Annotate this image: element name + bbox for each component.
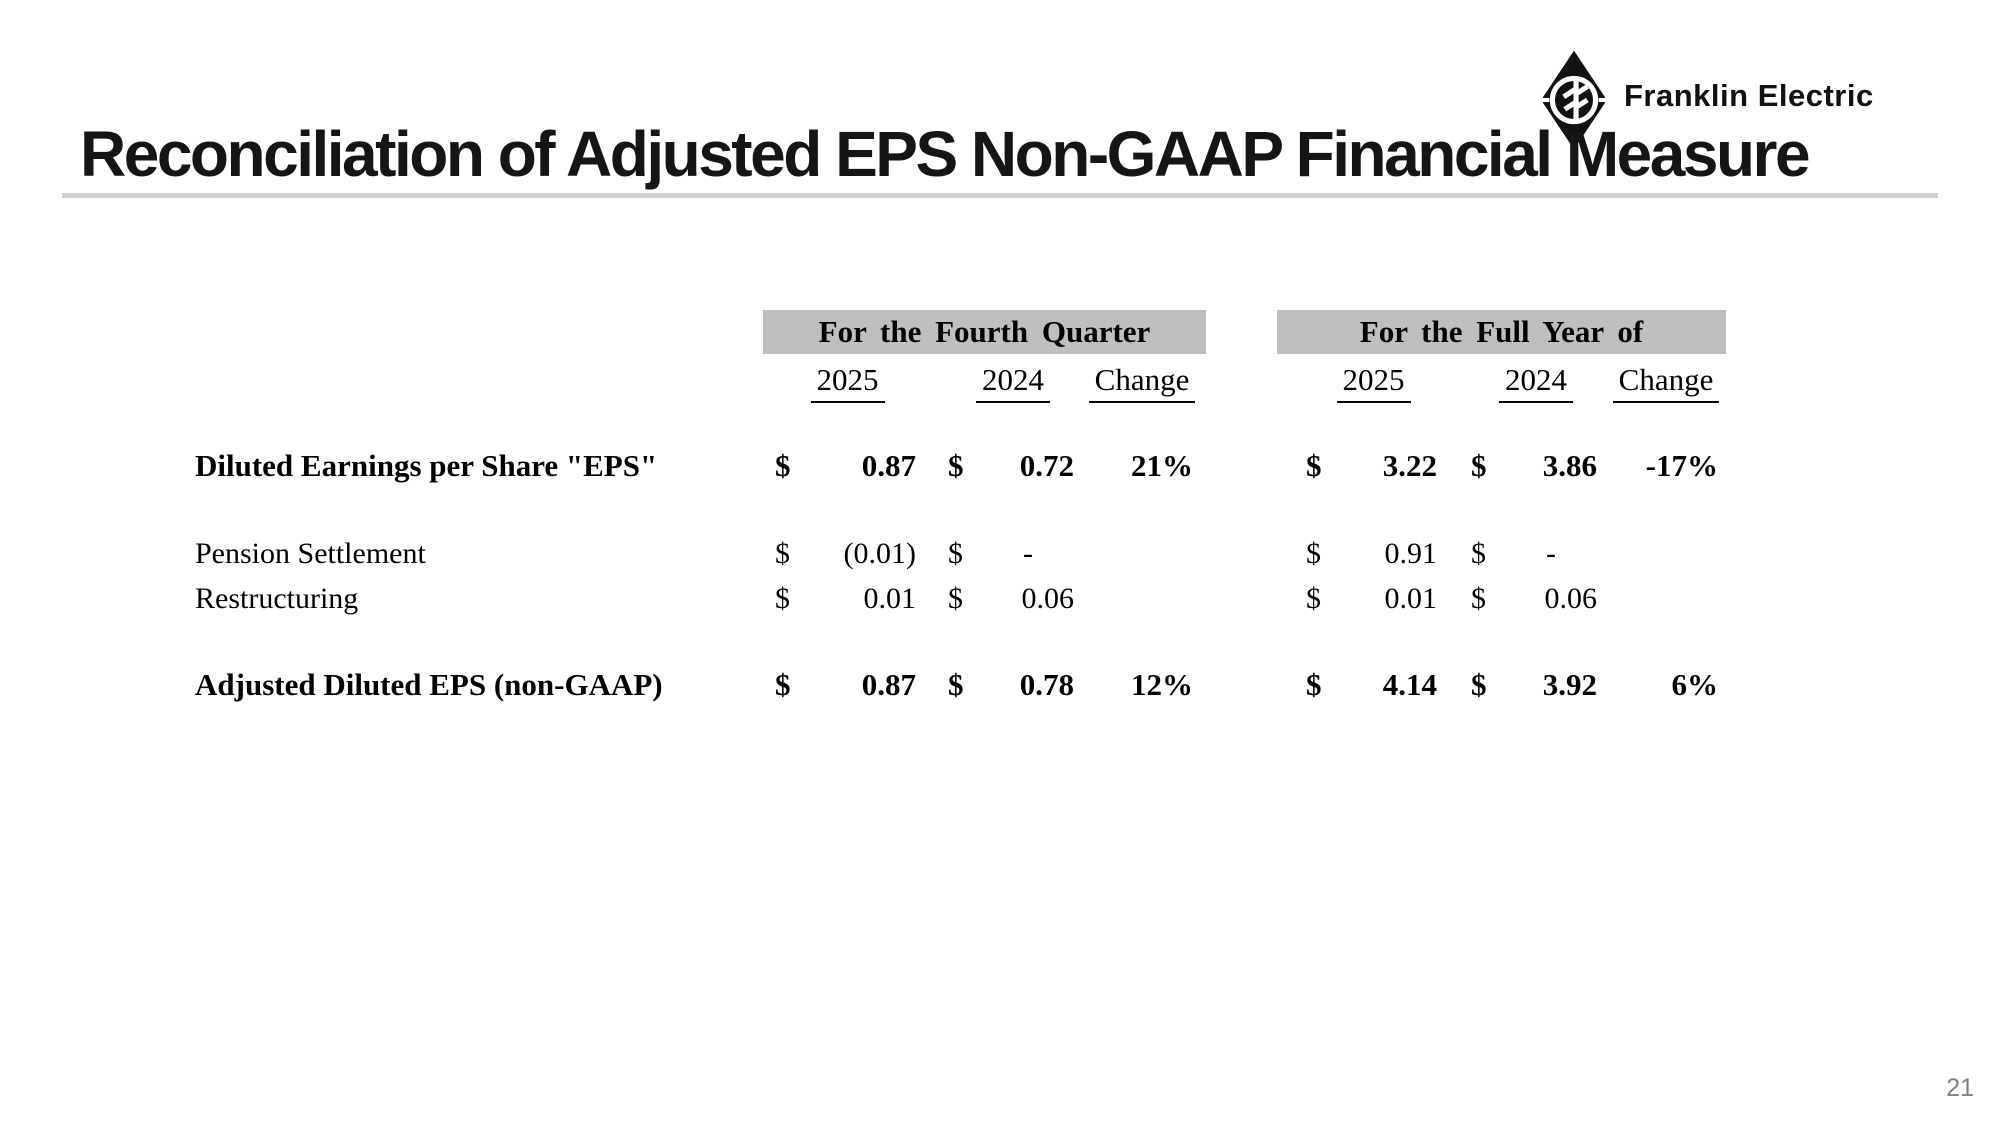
table-row: Restructuring $ 0.01 $ 0.06 $ 0.01 $ 0.0… [195,577,1731,621]
table-row: Adjusted Diluted EPS (non-GAAP) $ 0.87 $… [195,663,1731,707]
currency-symbol: $ [948,667,964,702]
company-logo: Franklin Electric [1538,48,1874,152]
cell-q4-change: 21% [1131,448,1193,483]
currency-symbol: $ [775,667,791,702]
cell-fy-2025: 0.91 [1384,537,1438,570]
table-row: Diluted Earnings per Share "EPS" $ 0.87 … [195,444,1731,488]
currency-symbol: $ [1471,448,1487,483]
col-header-q4-2025: 2025 [775,362,920,403]
cell-q4-2025: 0.87 [861,448,916,483]
currency-symbol: $ [1306,448,1322,483]
spacer [1206,362,1306,403]
row-label: Restructuring [195,582,359,615]
cell-q4-2024: 0.06 [1021,582,1075,615]
currency-symbol: $ [1471,537,1486,570]
row-label: Diluted Earnings per Share "EPS" [195,448,658,483]
cell-fy-2024: 3.92 [1542,667,1597,702]
currency-symbol: $ [948,537,963,570]
title-divider [62,193,1938,198]
spacer [195,362,775,403]
column-header-row: 2025 2024 Change 2025 2024 Change [195,362,1731,403]
franklin-electric-diamond-icon [1538,50,1610,150]
spacer [920,362,948,403]
col-header-q4-2024: 2024 [948,362,1078,403]
cell-q4-2025: (0.01) [843,537,916,570]
cell-fy-2024: 0.06 [1544,582,1598,615]
currency-symbol: $ [1471,667,1487,702]
cell-fy-2025: 0.01 [1384,582,1438,615]
cell-fy-2025: 4.14 [1382,667,1437,702]
cell-fy-change: 6% [1671,667,1719,702]
eps-reconciliation-table: For the Fourth Quarter For the Full Year… [195,306,1731,726]
currency-symbol: $ [775,448,791,483]
col-header-fy-2024: 2024 [1471,362,1601,403]
group-header-full-year: For the Full Year of [1277,310,1726,354]
currency-symbol: $ [775,537,790,570]
currency-symbol: $ [948,582,963,615]
row-label: Pension Settlement [195,537,426,570]
cell-fy-change: -17% [1645,448,1718,483]
currency-symbol: $ [1306,537,1321,570]
table-row: Pension Settlement $ (0.01) $ - $ 0.91 $… [195,532,1731,576]
cell-q4-2025: 0.01 [863,582,917,615]
col-header-q4-change: Change [1078,362,1206,403]
group-header-fourth-quarter: For the Fourth Quarter [763,310,1206,354]
currency-symbol: $ [775,582,790,615]
cell-fy-2024: - [1546,537,1556,570]
currency-symbol: $ [1471,582,1486,615]
col-header-fy-change: Change [1601,362,1731,403]
cell-q4-2024: 0.72 [1019,448,1074,483]
cell-q4-2025: 0.87 [861,667,916,702]
cell-fy-2025: 3.22 [1382,448,1437,483]
row-label: Adjusted Diluted EPS (non-GAAP) [195,667,663,702]
col-header-fy-2025: 2025 [1306,362,1441,403]
page-number: 21 [1946,1074,1974,1102]
spacer [1441,362,1471,403]
cell-q4-2024: - [1023,537,1033,570]
cell-fy-2024: 3.86 [1542,448,1597,483]
currency-symbol: $ [948,448,964,483]
cell-q4-change: 12% [1131,667,1193,702]
page-title: Reconciliation of Adjusted EPS Non-GAAP … [80,118,1811,190]
cell-q4-2024: 0.78 [1019,667,1074,702]
currency-symbol: $ [1306,582,1321,615]
currency-symbol: $ [1306,667,1322,702]
company-name: Franklin Electric [1624,78,1874,113]
